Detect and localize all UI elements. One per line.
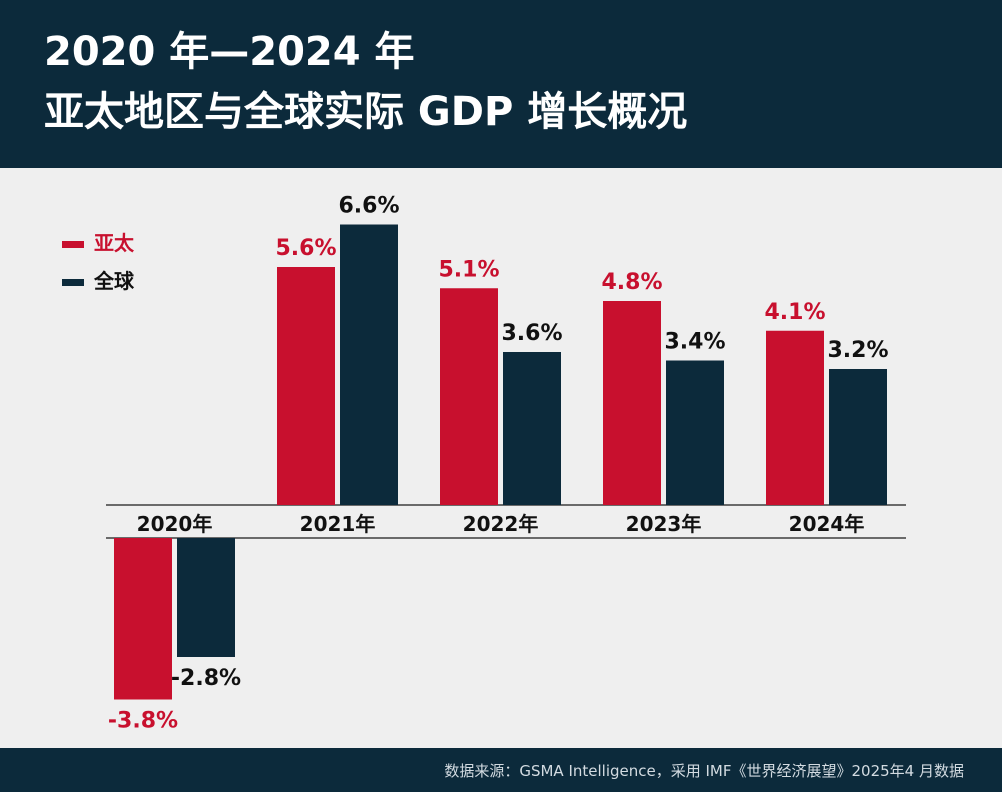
data-label: 4.1% — [764, 300, 825, 325]
data-label: 5.1% — [438, 257, 499, 282]
legend-label-global: 全球 — [94, 269, 134, 293]
footer-bar: 数据来源：GSMA Intelligence，采用 IMF《世界经济展望》202… — [0, 748, 1002, 792]
x-tick-label: 2020年 — [137, 512, 213, 536]
bar-global — [829, 369, 887, 505]
data-label: 3.6% — [501, 321, 562, 346]
legend-label-apac: 亚太 — [94, 231, 134, 255]
data-label: 3.4% — [664, 330, 725, 355]
data-label: 3.2% — [827, 338, 888, 363]
bar-apac — [277, 267, 335, 505]
data-label: -2.8% — [171, 666, 241, 691]
bar-apac — [440, 288, 498, 505]
bar-global — [503, 352, 561, 505]
chart-title-line-2: 亚太地区与全球实际 GDP 增长概况 — [44, 89, 688, 135]
chart-title-line-1: 2020 年—2024 年 — [44, 29, 415, 75]
x-tick-label: 2021年 — [300, 512, 376, 536]
title-banner: 2020 年—2024 年 亚太地区与全球实际 GDP 增长概况 — [0, 0, 1002, 168]
source-note: 数据来源：GSMA Intelligence，采用 IMF《世界经济展望》202… — [444, 762, 964, 780]
legend-swatch-global — [62, 279, 84, 286]
bar-apac — [603, 301, 661, 505]
data-label: -3.8% — [108, 709, 178, 734]
data-label: 4.8% — [601, 270, 662, 295]
bar-apac — [114, 538, 172, 700]
data-label: 6.6% — [338, 194, 399, 219]
data-label: 5.6% — [275, 236, 336, 261]
x-tick-label: 2022年 — [463, 512, 539, 536]
bar-global — [177, 538, 235, 657]
x-tick-label: 2023年 — [626, 512, 702, 536]
x-tick-label: 2024年 — [789, 512, 865, 536]
bar-global — [340, 224, 398, 505]
legend-swatch-apac — [62, 241, 84, 248]
bar-global — [666, 360, 724, 505]
bar-apac — [766, 330, 824, 505]
